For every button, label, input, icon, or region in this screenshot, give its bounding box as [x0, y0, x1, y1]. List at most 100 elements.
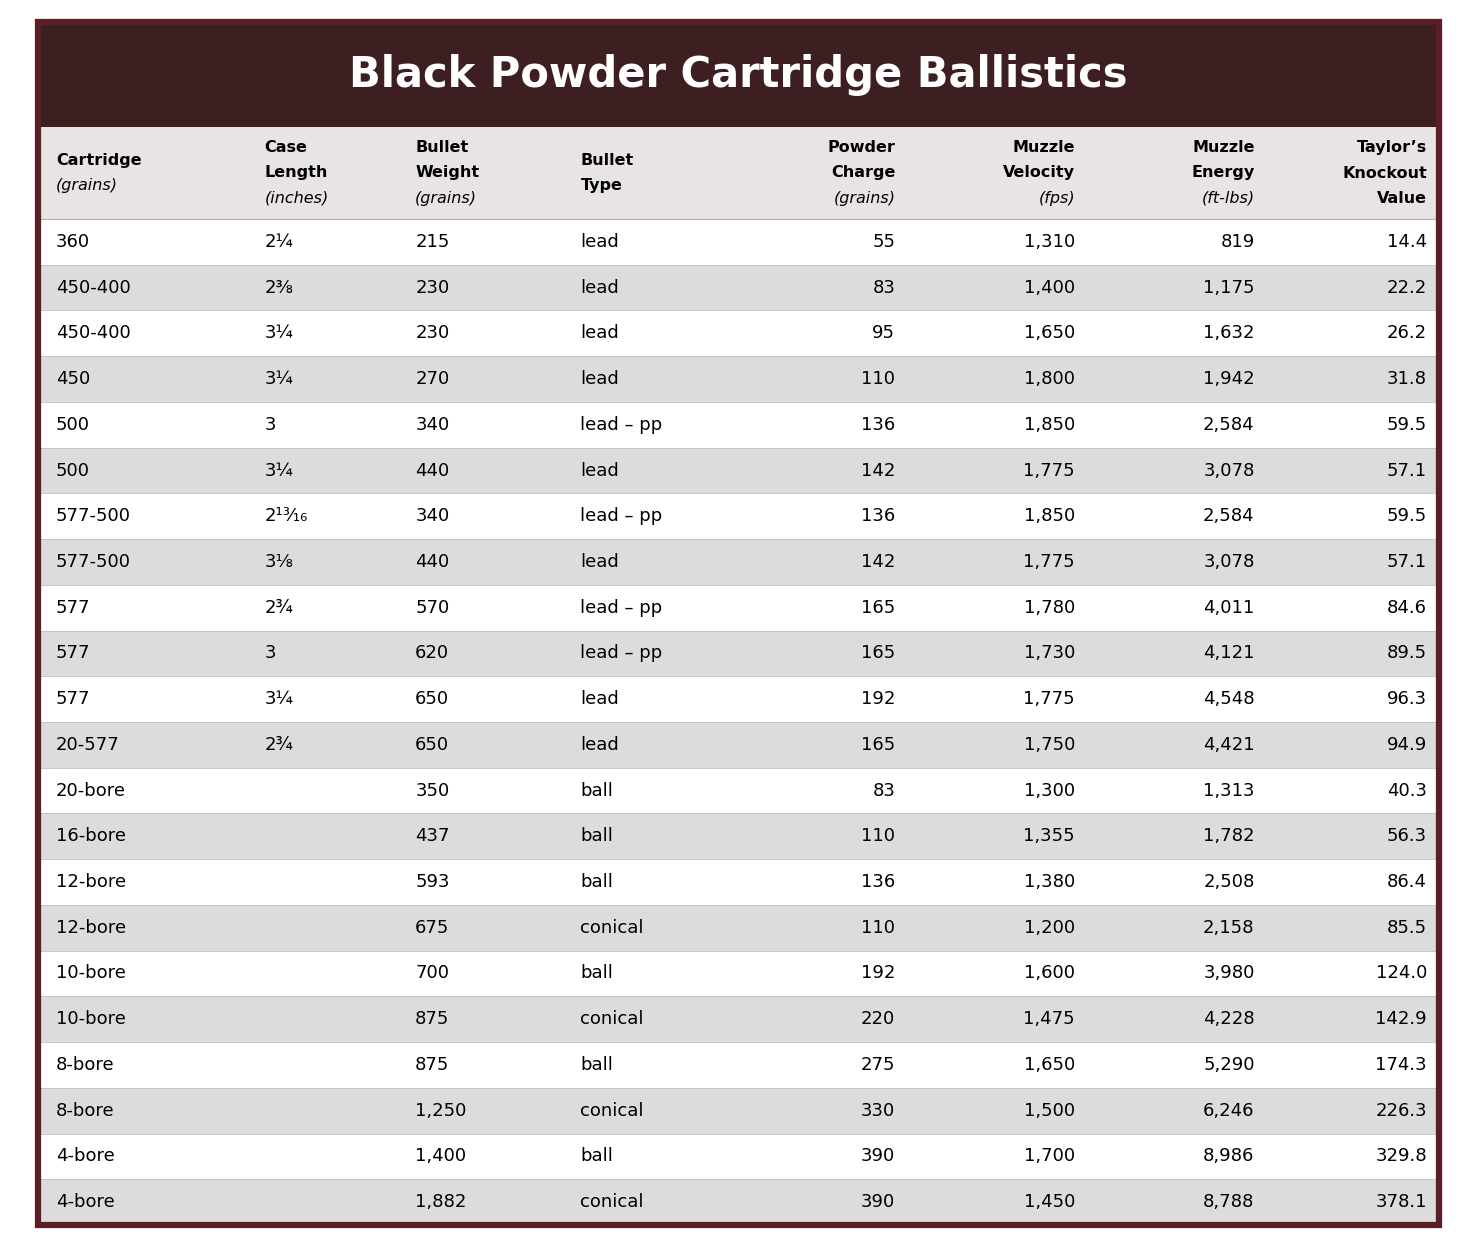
Text: Cartridge: Cartridge	[56, 152, 142, 168]
Text: Value: Value	[1377, 191, 1427, 206]
Text: 1,355: 1,355	[1024, 827, 1075, 845]
Bar	[38, 768, 1439, 813]
Text: 174.3: 174.3	[1375, 1056, 1427, 1074]
Text: 1,200: 1,200	[1024, 919, 1075, 936]
Text: 136: 136	[861, 415, 895, 434]
Bar	[38, 402, 1439, 448]
Bar	[38, 950, 1439, 996]
Text: 450: 450	[56, 370, 90, 388]
Text: 440: 440	[415, 552, 449, 571]
Bar	[38, 22, 1439, 127]
Text: 450-400: 450-400	[56, 278, 131, 297]
Text: 360: 360	[56, 233, 90, 251]
Text: 226.3: 226.3	[1375, 1101, 1427, 1120]
Text: 620: 620	[415, 645, 449, 662]
Text: 675: 675	[415, 919, 449, 936]
Text: 220: 220	[861, 1010, 895, 1029]
Bar	[38, 539, 1439, 585]
Text: 142: 142	[861, 461, 895, 480]
Bar	[38, 1087, 1439, 1134]
Text: 142: 142	[861, 552, 895, 571]
Text: 84.6: 84.6	[1387, 599, 1427, 617]
Bar	[38, 219, 1439, 264]
Text: 1,775: 1,775	[1024, 461, 1075, 480]
Text: 4,228: 4,228	[1202, 1010, 1254, 1029]
Text: 1,475: 1,475	[1024, 1010, 1075, 1029]
Text: lead: lead	[580, 278, 619, 297]
Text: lead: lead	[580, 324, 619, 343]
Text: 1,650: 1,650	[1024, 324, 1075, 343]
Text: 500: 500	[56, 415, 90, 434]
Text: 8,986: 8,986	[1204, 1147, 1254, 1166]
Text: 3,078: 3,078	[1204, 461, 1254, 480]
Bar	[38, 448, 1439, 494]
Text: 350: 350	[415, 782, 449, 799]
Text: Energy: Energy	[1192, 166, 1254, 181]
Text: 1,300: 1,300	[1024, 782, 1075, 799]
Text: 2,584: 2,584	[1202, 508, 1254, 525]
Text: lead: lead	[580, 370, 619, 388]
Text: Velocity: Velocity	[1003, 166, 1075, 181]
Text: 700: 700	[415, 964, 449, 983]
Text: 450-400: 450-400	[56, 324, 131, 343]
Text: 1,600: 1,600	[1024, 964, 1075, 983]
Bar	[38, 676, 1439, 722]
Text: 875: 875	[415, 1056, 449, 1074]
Text: 10-bore: 10-bore	[56, 1010, 126, 1029]
Text: 3¼: 3¼	[264, 324, 294, 343]
Bar	[38, 1134, 1439, 1180]
Text: 6,246: 6,246	[1204, 1101, 1254, 1120]
Text: 165: 165	[861, 645, 895, 662]
Text: 1,400: 1,400	[1024, 278, 1075, 297]
Text: Knockout: Knockout	[1343, 166, 1427, 181]
Text: 390: 390	[861, 1193, 895, 1211]
Text: 1,850: 1,850	[1024, 508, 1075, 525]
Text: 1,380: 1,380	[1024, 873, 1075, 892]
Text: 165: 165	[861, 599, 895, 617]
Bar	[38, 722, 1439, 768]
Text: 329.8: 329.8	[1375, 1147, 1427, 1166]
Bar	[38, 1180, 1439, 1225]
Text: 2¼: 2¼	[264, 233, 294, 251]
Text: 3¼: 3¼	[264, 370, 294, 388]
Text: 83: 83	[873, 782, 895, 799]
Text: 1,850: 1,850	[1024, 415, 1075, 434]
Text: 94.9: 94.9	[1387, 736, 1427, 754]
Text: 440: 440	[415, 461, 449, 480]
Text: 577: 577	[56, 599, 90, 617]
Text: 593: 593	[415, 873, 449, 892]
Text: 4,421: 4,421	[1202, 736, 1254, 754]
Text: 1,450: 1,450	[1024, 1193, 1075, 1211]
Bar	[38, 311, 1439, 357]
Text: 14.4: 14.4	[1387, 233, 1427, 251]
Text: Bullet: Bullet	[580, 152, 634, 168]
Text: 1,400: 1,400	[415, 1147, 467, 1166]
Text: Muzzle: Muzzle	[1192, 140, 1254, 155]
Text: 1,775: 1,775	[1024, 690, 1075, 708]
Text: 57.1: 57.1	[1387, 461, 1427, 480]
Text: 89.5: 89.5	[1387, 645, 1427, 662]
Text: 1,500: 1,500	[1024, 1101, 1075, 1120]
Text: 55: 55	[873, 233, 895, 251]
Bar	[38, 859, 1439, 905]
Text: 230: 230	[415, 324, 449, 343]
Text: 4,011: 4,011	[1204, 599, 1254, 617]
Text: ball: ball	[580, 964, 613, 983]
Text: 136: 136	[861, 508, 895, 525]
Text: ball: ball	[580, 1147, 613, 1166]
Text: 650: 650	[415, 736, 449, 754]
Text: (grains): (grains)	[56, 178, 118, 193]
Text: Black Powder Cartridge Ballistics: Black Powder Cartridge Ballistics	[349, 54, 1128, 96]
Text: ball: ball	[580, 1056, 613, 1074]
Text: 3,980: 3,980	[1204, 964, 1254, 983]
Text: ball: ball	[580, 873, 613, 892]
Text: 215: 215	[415, 233, 449, 251]
Text: conical: conical	[580, 1193, 644, 1211]
Text: 819: 819	[1220, 233, 1254, 251]
Text: 230: 230	[415, 278, 449, 297]
Text: 57.1: 57.1	[1387, 552, 1427, 571]
Text: 59.5: 59.5	[1387, 415, 1427, 434]
Text: 192: 192	[861, 690, 895, 708]
Text: 1,313: 1,313	[1204, 782, 1254, 799]
Bar	[38, 494, 1439, 539]
